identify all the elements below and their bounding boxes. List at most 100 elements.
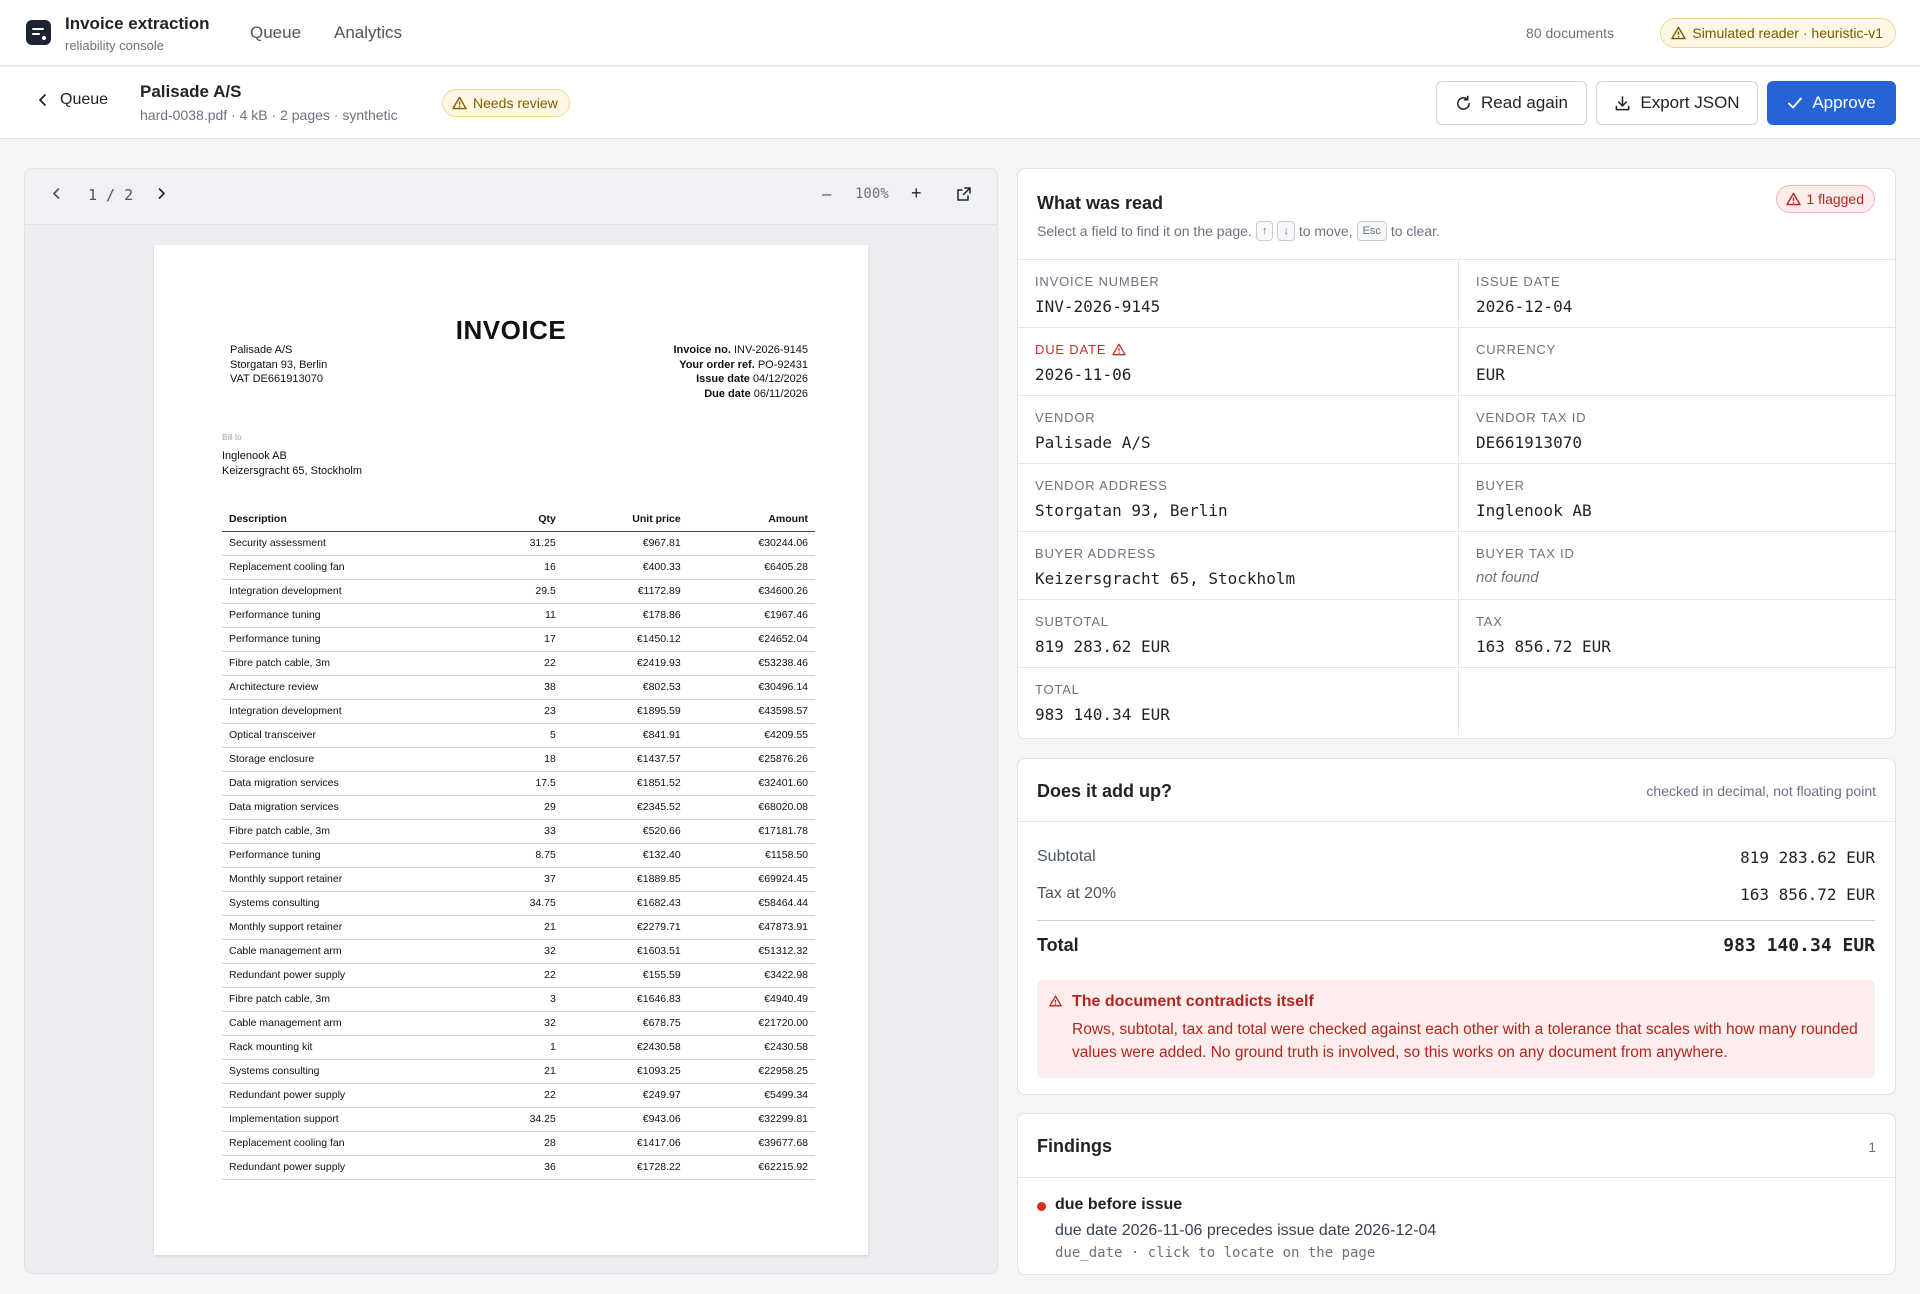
field-label: INVOICE NUMBER bbox=[1035, 274, 1160, 289]
read-again-button[interactable]: Read again bbox=[1436, 81, 1587, 125]
findings-panel: Findings 1 due before issue due date 202… bbox=[1017, 1113, 1896, 1275]
field-vendor-tax-id[interactable]: VENDOR TAX ID DE661913070 bbox=[1458, 395, 1895, 463]
table-row: Replacement cooling fan 16 €400.33 €6405.28 bbox=[222, 555, 815, 580]
field-total[interactable]: TOTAL 983 140.34 EUR bbox=[1018, 667, 1457, 735]
description-cell: Fibre patch cable, 3m bbox=[222, 651, 483, 676]
table-row: Fibre patch cable, 3m 22 €2419.93 €53238.46 bbox=[222, 651, 815, 676]
amount-cell: €2430.58 bbox=[687, 1035, 815, 1060]
description-cell: Performance tuning bbox=[222, 603, 483, 628]
unit-price-cell: €967.81 bbox=[562, 531, 688, 556]
description-cell: Security assessment bbox=[222, 531, 483, 556]
extracted-fields-panel: What was read Select a field to find it … bbox=[1017, 168, 1896, 739]
field-subtotal[interactable]: SUBTOTAL 819 283.62 EUR bbox=[1018, 599, 1457, 667]
description-cell: Rack mounting kit bbox=[222, 1035, 483, 1060]
viewer-toolbar: 1 / 2 – 100% + bbox=[25, 169, 997, 225]
app-subtitle: reliability console bbox=[65, 38, 164, 53]
table-row: Integration development 29.5 €1172.89 €3460… bbox=[222, 579, 815, 604]
unit-price-cell: €1895.59 bbox=[562, 699, 688, 724]
description-cell: Cable management arm bbox=[222, 939, 483, 964]
qty-cell: 34.25 bbox=[482, 1107, 563, 1132]
back-to-queue-link[interactable]: Queue bbox=[38, 91, 108, 109]
next-page-button[interactable] bbox=[157, 187, 166, 204]
seller-address: Storgatan 93, Berlin bbox=[230, 358, 328, 371]
field-buyer[interactable]: BUYER Inglenook AB bbox=[1458, 463, 1895, 531]
qty-cell: 22 bbox=[482, 651, 563, 676]
unit-price-cell: €1728.22 bbox=[562, 1155, 688, 1180]
nav-analytics[interactable]: Analytics bbox=[334, 23, 403, 42]
field-tax[interactable]: TAX 163 856.72 EUR bbox=[1458, 599, 1895, 667]
amount-cell: €32401.60 bbox=[687, 771, 815, 796]
approve-button[interactable]: Approve bbox=[1767, 81, 1896, 125]
qty-cell: 21 bbox=[482, 1059, 563, 1084]
field-value: Keizersgracht 65, Stockholm bbox=[1035, 569, 1296, 588]
column-header: Qty bbox=[482, 508, 563, 532]
amount-cell: €32299.81 bbox=[687, 1107, 815, 1132]
qty-cell: 37 bbox=[482, 867, 563, 892]
finding-detail: due date 2026-11-06 precedes issue date … bbox=[1055, 1222, 1437, 1239]
warning-icon bbox=[1786, 192, 1802, 206]
field-label: DUE DATE bbox=[1035, 342, 1457, 357]
amount-cell: €34600.26 bbox=[687, 579, 815, 604]
field-due-date[interactable]: DUE DATE 2026-11-06 bbox=[1018, 327, 1457, 395]
tax-value: 163 856.72 EUR bbox=[1740, 885, 1875, 904]
amount-cell: €30496.14 bbox=[687, 675, 815, 700]
flagged-count-badge: 1 flagged bbox=[1776, 185, 1875, 213]
description-cell: Architecture review bbox=[222, 675, 483, 700]
table-row: Performance tuning 8.75 €132.40 €1158.50 bbox=[222, 843, 815, 868]
document-meta: hard-0038.pdf · 4 kB · 2 pages · synthet… bbox=[140, 107, 398, 123]
seller-name: Palisade A/S bbox=[230, 344, 293, 356]
field-buyer-tax-id[interactable]: BUYER TAX ID not found bbox=[1458, 531, 1895, 599]
description-cell: Monthly support retainer bbox=[222, 915, 483, 940]
unit-price-cell: €400.33 bbox=[562, 555, 688, 580]
field-label: SUBTOTAL bbox=[1035, 614, 1109, 629]
field-value: 2026-12-04 bbox=[1476, 297, 1573, 316]
zoom-in-button[interactable]: + bbox=[911, 183, 922, 203]
table-row: Architecture review 38 €802.53 €30496.14 bbox=[222, 675, 815, 700]
invoice-meta-row: Issue date 04/12/2026 bbox=[696, 373, 808, 385]
tax-row: Tax at 20% 163 856.72 EUR bbox=[1037, 885, 1875, 904]
field-buyer-address[interactable]: BUYER ADDRESS Keizersgracht 65, Stockholm bbox=[1018, 531, 1457, 599]
zoom-level: 100% bbox=[855, 186, 889, 202]
tax-label: Tax at 20% bbox=[1037, 885, 1117, 902]
previous-page-button[interactable] bbox=[52, 187, 61, 204]
amount-cell: €6405.28 bbox=[687, 555, 815, 580]
field-vendor[interactable]: VENDOR Palisade A/S bbox=[1018, 395, 1457, 463]
field-vendor-address[interactable]: VENDOR ADDRESS Storgatan 93, Berlin bbox=[1018, 463, 1457, 531]
external-link-icon bbox=[957, 187, 971, 201]
seller-vat: VAT DE661913070 bbox=[230, 373, 323, 385]
qty-cell: 29 bbox=[482, 795, 563, 820]
amount-cell: €3422.98 bbox=[687, 963, 815, 988]
field-label: ISSUE DATE bbox=[1476, 274, 1561, 289]
column-header: Description bbox=[222, 508, 483, 532]
finding-title: due before issue bbox=[1055, 1196, 1183, 1213]
table-row: Replacement cooling fan 28 €1417.06 €39677.… bbox=[222, 1131, 815, 1156]
export-json-button[interactable]: Export JSON bbox=[1596, 81, 1758, 125]
amount-cell: €68020.08 bbox=[687, 795, 815, 820]
field-invoice-number[interactable]: INVOICE NUMBER INV-2026-9145 bbox=[1018, 259, 1457, 327]
chevron-left-icon bbox=[53, 188, 60, 199]
description-cell: Integration development bbox=[222, 579, 483, 604]
amount-cell: €1967.46 bbox=[687, 603, 815, 628]
finding-item[interactable]: due before issue due date 2026-11-06 pre… bbox=[1018, 1178, 1895, 1274]
description-cell: Performance tuning bbox=[222, 627, 483, 652]
amount-cell: €5499.34 bbox=[687, 1083, 815, 1108]
open-external-button[interactable] bbox=[956, 186, 972, 206]
unit-price-cell: €1851.52 bbox=[562, 771, 688, 796]
unit-price-cell: €1646.83 bbox=[562, 987, 688, 1012]
description-cell: Data migration services bbox=[222, 771, 483, 796]
qty-cell: 32 bbox=[482, 1011, 563, 1036]
field-currency[interactable]: CURRENCY EUR bbox=[1458, 327, 1895, 395]
invoice-page[interactable]: INVOICE Palisade A/S Storgatan 93, Berli… bbox=[154, 245, 868, 1255]
zoom-out-button[interactable]: – bbox=[822, 184, 832, 203]
qty-cell: 1 bbox=[482, 1035, 563, 1060]
field-issue-date[interactable]: ISSUE DATE 2026-12-04 bbox=[1458, 259, 1895, 327]
qty-cell: 33 bbox=[482, 819, 563, 844]
qty-cell: 21 bbox=[482, 915, 563, 940]
chevron-left-icon bbox=[39, 94, 46, 106]
hint-text: to move, bbox=[1298, 223, 1353, 239]
nav-queue[interactable]: Queue bbox=[250, 23, 302, 42]
table-row: Data migration services 17.5 €1851.52 €3240… bbox=[222, 771, 815, 796]
unit-price-cell: €2419.93 bbox=[562, 651, 688, 676]
unit-price-cell: €943.06 bbox=[562, 1107, 688, 1132]
qty-cell: 29.5 bbox=[482, 579, 563, 604]
